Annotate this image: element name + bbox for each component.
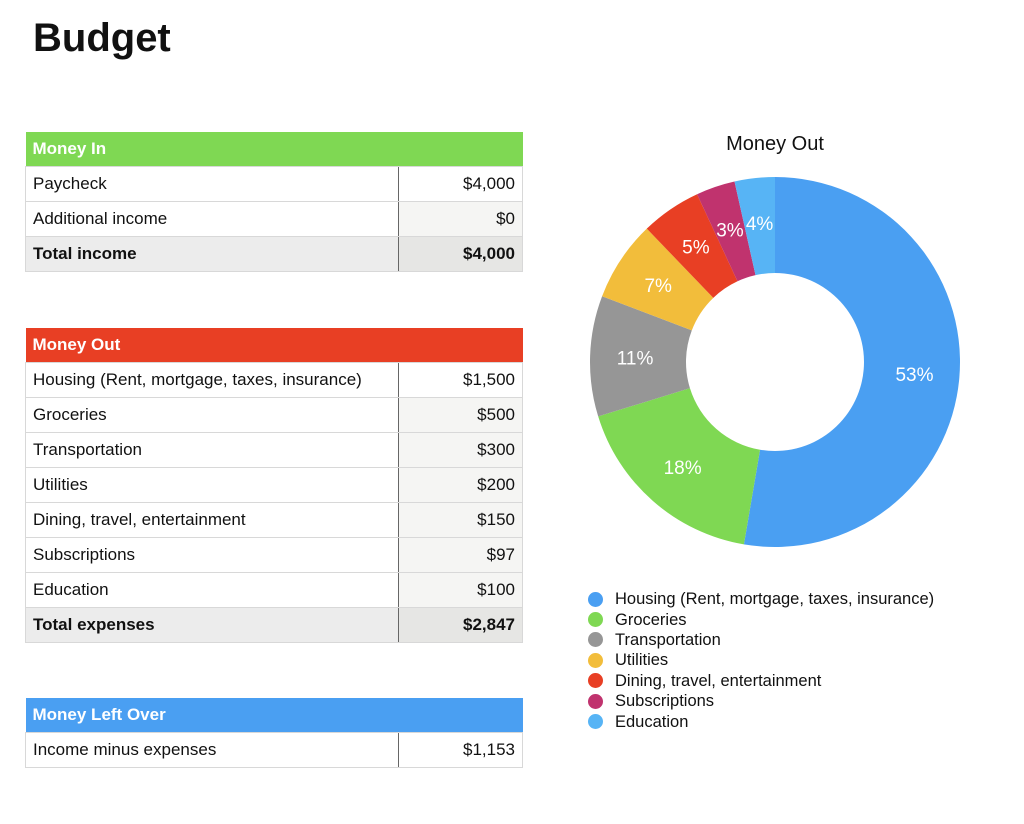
legend-item: Transportation — [588, 630, 934, 650]
legend-swatch — [588, 714, 603, 730]
donut-slice[interactable] — [734, 177, 775, 276]
row-label: Transportation — [25, 432, 399, 468]
row-value: $1,153 — [398, 732, 523, 768]
row-value[interactable]: $1,500 — [398, 362, 523, 398]
row-label: Education — [25, 572, 399, 608]
legend-swatch — [588, 632, 603, 648]
donut-slice[interactable] — [743, 177, 960, 547]
legend-item: Housing (Rent, mortgage, taxes, insuranc… — [588, 589, 934, 609]
table-row: Education $100 — [25, 572, 523, 608]
row-value[interactable]: $100 — [398, 572, 523, 608]
table-row: Transportation $300 — [25, 432, 523, 468]
donut-slice[interactable] — [602, 228, 714, 331]
row-label: Paycheck — [25, 166, 399, 202]
row-value[interactable]: $150 — [398, 502, 523, 538]
row-label: Groceries — [25, 397, 399, 433]
total-expenses-label: Total expenses — [25, 607, 399, 643]
row-value[interactable]: $500 — [398, 397, 523, 433]
legend-swatch — [588, 612, 603, 628]
row-value[interactable]: $97 — [398, 537, 523, 573]
row-label: Subscriptions — [25, 537, 399, 573]
donut-slice[interactable] — [590, 296, 692, 417]
total-income-value: $4,000 — [398, 236, 523, 272]
donut-slice[interactable] — [646, 194, 738, 298]
row-value[interactable]: $200 — [398, 467, 523, 503]
legend-label: Education — [615, 712, 689, 731]
table-row: Paycheck $4,000 — [25, 166, 523, 202]
table-row: Subscriptions $97 — [25, 537, 523, 573]
slice-label: 18% — [664, 458, 702, 479]
donut-slice[interactable] — [697, 181, 756, 282]
legend-label: Groceries — [615, 610, 687, 629]
slice-label: 4% — [746, 214, 774, 235]
money-left-header: Money Left Over — [25, 698, 523, 733]
row-label: Dining, travel, entertainment — [25, 502, 399, 538]
table-row: Additional income $0 — [25, 201, 523, 237]
row-value[interactable]: $300 — [398, 432, 523, 468]
table-row: Income minus expenses $1,153 — [25, 732, 523, 768]
row-label: Utilities — [25, 467, 399, 503]
slice-label: 11% — [617, 348, 654, 369]
legend-item: Subscriptions — [588, 691, 934, 711]
slice-label: 53% — [895, 365, 933, 386]
legend-item: Education — [588, 711, 934, 731]
legend-swatch — [588, 673, 603, 689]
legend-swatch — [588, 652, 603, 668]
row-value[interactable]: $0 — [398, 201, 523, 237]
money-in-header: Money In — [25, 132, 523, 167]
legend-label: Dining, travel, entertainment — [615, 671, 822, 690]
chart-legend: Housing (Rent, mortgage, taxes, insuranc… — [588, 589, 934, 732]
total-income-label: Total income — [25, 236, 399, 272]
legend-label: Transportation — [615, 630, 721, 649]
legend-item: Dining, travel, entertainment — [588, 671, 934, 691]
money-left-table: Money Left Over Income minus expenses $1… — [25, 698, 523, 768]
row-label: Housing (Rent, mortgage, taxes, insuranc… — [25, 362, 399, 398]
legend-swatch — [588, 693, 603, 709]
page-title: Budget — [33, 16, 171, 60]
slice-label: 7% — [644, 276, 672, 297]
total-row: Total expenses $2,847 — [25, 607, 523, 643]
legend-label: Housing (Rent, mortgage, taxes, insuranc… — [615, 590, 935, 609]
donut-chart: 53% 18% 11% 7% 5% 3% 4% — [590, 177, 960, 547]
legend-item: Utilities — [588, 650, 934, 670]
total-expenses-value: $2,847 — [398, 607, 523, 643]
donut-slice[interactable] — [598, 388, 761, 545]
chart-title: Money Out — [726, 133, 824, 155]
table-row: Housing (Rent, mortgage, taxes, insuranc… — [25, 362, 523, 398]
total-row: Total income $4,000 — [25, 236, 523, 272]
money-in-table: Money In Paycheck $4,000 Additional inco… — [25, 132, 523, 272]
legend-item: Groceries — [588, 609, 934, 629]
table-row: Dining, travel, entertainment $150 — [25, 502, 523, 538]
money-out-header: Money Out — [25, 328, 523, 363]
legend-label: Utilities — [615, 651, 669, 670]
legend-swatch — [588, 591, 603, 607]
row-value[interactable]: $4,000 — [398, 166, 523, 202]
slice-label: 5% — [682, 237, 710, 258]
money-out-table: Money Out Housing (Rent, mortgage, taxes… — [25, 328, 523, 643]
row-label: Income minus expenses — [25, 732, 399, 768]
table-row: Utilities $200 — [25, 467, 523, 503]
table-row: Groceries $500 — [25, 397, 523, 433]
legend-label: Subscriptions — [615, 692, 715, 711]
slice-label: 3% — [716, 220, 744, 241]
row-label: Additional income — [25, 201, 399, 237]
